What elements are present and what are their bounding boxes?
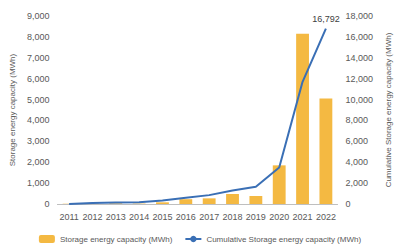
svg-text:16,000: 16,000: [346, 32, 374, 42]
svg-text:2021: 2021: [293, 212, 313, 222]
svg-text:Storage energy capacity (MWh): Storage energy capacity (MWh): [60, 235, 173, 244]
svg-text:Cumulative Storage energy capa: Cumulative Storage energy capacity (MWh): [206, 235, 361, 244]
svg-text:18,000: 18,000: [346, 11, 374, 21]
svg-text:14,000: 14,000: [346, 53, 374, 63]
svg-text:2015: 2015: [152, 212, 172, 222]
svg-text:1,000: 1,000: [27, 178, 50, 188]
svg-text:2,000: 2,000: [346, 178, 369, 188]
svg-text:2016: 2016: [176, 212, 196, 222]
svg-text:3,000: 3,000: [27, 136, 50, 146]
svg-text:Cumulative Storage energy capa: Cumulative Storage energy capacity (MWh): [384, 32, 393, 187]
svg-text:2020: 2020: [269, 212, 289, 222]
svg-text:0: 0: [346, 199, 351, 209]
svg-text:2011: 2011: [59, 212, 78, 222]
svg-text:8,000: 8,000: [27, 32, 50, 42]
svg-text:2022: 2022: [316, 212, 336, 222]
svg-text:2,000: 2,000: [27, 157, 50, 167]
svg-text:Storage energy capacity (MWh): Storage energy capacity (MWh): [8, 53, 17, 166]
svg-text:9,000: 9,000: [27, 11, 50, 21]
svg-text:0: 0: [44, 199, 49, 209]
svg-text:10,000: 10,000: [346, 95, 374, 105]
svg-text:8,000: 8,000: [346, 115, 369, 125]
svg-text:12,000: 12,000: [346, 74, 374, 84]
svg-text:16,792: 16,792: [312, 14, 340, 24]
svg-text:6,000: 6,000: [27, 74, 50, 84]
svg-text:2018: 2018: [223, 212, 243, 222]
svg-text:2013: 2013: [106, 212, 126, 222]
svg-text:5,000: 5,000: [27, 95, 50, 105]
svg-text:6,000: 6,000: [346, 136, 369, 146]
svg-text:7,000: 7,000: [27, 53, 50, 63]
svg-text:4,000: 4,000: [346, 157, 369, 167]
svg-text:2012: 2012: [82, 212, 102, 222]
svg-text:2019: 2019: [246, 212, 266, 222]
svg-text:2014: 2014: [129, 212, 149, 222]
svg-text:4,000: 4,000: [27, 115, 50, 125]
svg-text:2017: 2017: [199, 212, 219, 222]
